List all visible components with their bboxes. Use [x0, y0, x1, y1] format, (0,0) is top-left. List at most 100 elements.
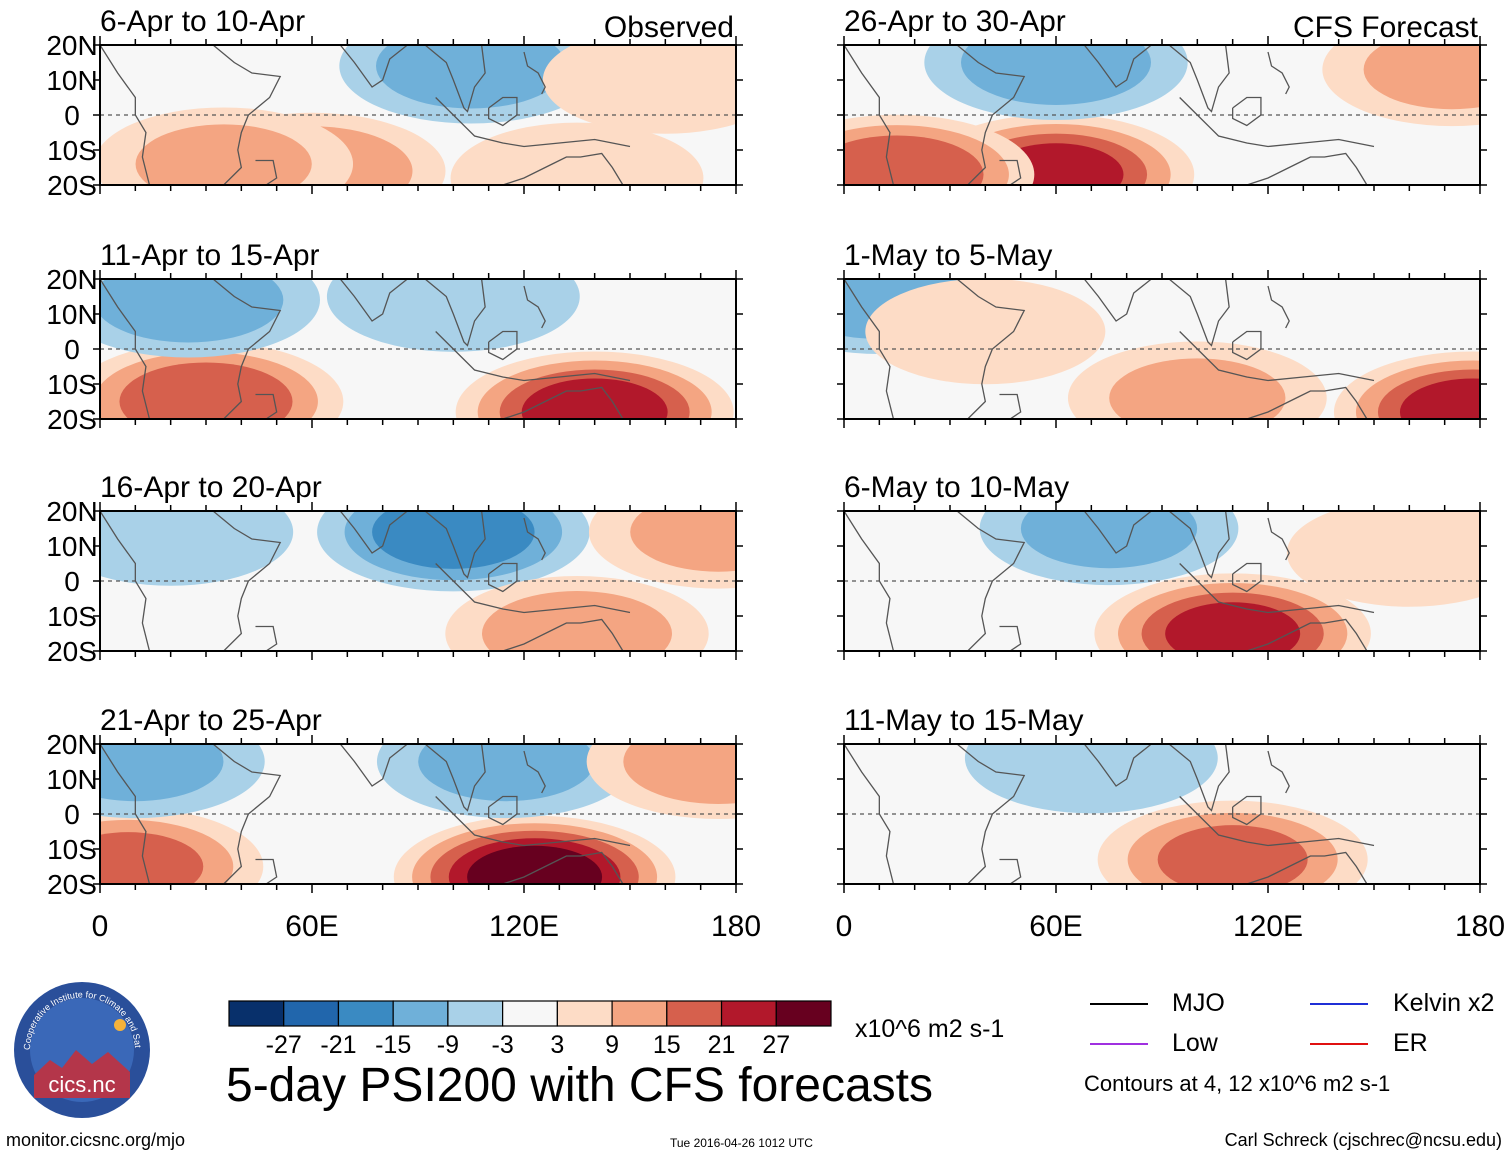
madagascar: [999, 858, 1022, 884]
indochina: [424, 45, 486, 113]
anomaly-blob: [1157, 825, 1308, 884]
philippines: [1267, 285, 1290, 329]
x-tick-label: 180: [1455, 910, 1505, 943]
maritime-continent: [435, 97, 631, 148]
anomaly-field: [844, 279, 1480, 419]
africa-east-coast: [212, 279, 282, 419]
panel-date-label: 16-Apr to 20-Apr: [100, 471, 322, 504]
maritime-continent: [435, 331, 631, 382]
anomaly-blob: [376, 45, 566, 109]
philippines: [1267, 750, 1290, 794]
legend-er-label: ER: [1393, 1029, 1428, 1057]
colorbar-swatch: [228, 1000, 285, 1027]
anomaly-blob: [521, 378, 668, 419]
maritime-continent: [1179, 331, 1375, 382]
madagascar: [255, 625, 278, 651]
anomaly-blob: [1020, 511, 1198, 569]
legend-kelvin-label: Kelvin x2: [1393, 989, 1495, 1017]
india: [1083, 45, 1152, 88]
y-tick-label: 10S: [47, 369, 97, 400]
anomaly-blob: [372, 511, 535, 569]
africa-east-coast: [956, 511, 1026, 651]
colorbar-swatch: [502, 1000, 558, 1027]
australia: [502, 618, 624, 651]
coastlines: [100, 45, 631, 185]
indochina: [1168, 511, 1230, 579]
footer-author: Carl Schreck (cjschrec@ncsu.edu): [1224, 1130, 1502, 1150]
australia: [1246, 851, 1368, 884]
anomaly-blob: [630, 511, 736, 572]
anomaly-blob: [100, 279, 284, 343]
panel-8: 11-May to 15-May 0 60E 120E 180: [836, 704, 1505, 943]
y-tick-label: 10N: [46, 299, 97, 330]
legend-contour-note: Contours at 4, 12 x10^6 m2 s-1: [1084, 1071, 1391, 1096]
anomaly-blob: [119, 362, 293, 419]
colorbar-swatch: [337, 1000, 394, 1027]
colorbar-swatch: [775, 1000, 832, 1027]
legend-kelvin-line: [1310, 1003, 1368, 1005]
panel-date-label: 6-May to 10-May: [844, 471, 1069, 504]
colorbar-label: -9: [437, 1031, 459, 1059]
panel-date-label: 1-May to 5-May: [844, 239, 1052, 272]
africa-east-coast: [212, 511, 282, 651]
anomaly-blob: [326, 279, 580, 352]
maritime-continent: [435, 563, 631, 614]
philippines: [523, 51, 546, 95]
y-tick-label: 20S: [47, 170, 97, 201]
anomaly-field: [979, 511, 1480, 651]
x-tick-label: 180: [711, 910, 761, 943]
figure-title: 5-day PSI200 with CFS forecasts: [226, 1059, 933, 1112]
anomaly-blob: [450, 122, 704, 185]
y-tick-label: 20N: [46, 496, 97, 527]
colorbar: -27 -21 -15 -9 -3 3 9 15 21 27: [228, 1000, 832, 1059]
africa-east-coast: [212, 45, 282, 185]
colorbar-swatch: [447, 1000, 504, 1027]
y-tick-label: 10S: [47, 601, 97, 632]
footer-url[interactable]: monitor.cicsnc.org/mjo: [6, 1130, 186, 1150]
maritime-continent: [1179, 563, 1375, 614]
legend: MJO Kelvin x2 Low ER Contours at 4, 12 x…: [1080, 985, 1500, 1100]
africa-east-coast: [212, 744, 282, 884]
panel-date-label: 21-Apr to 25-Apr: [100, 704, 322, 737]
anomaly-field: [964, 744, 1368, 884]
y-tick-label: 20N: [46, 264, 97, 295]
anomaly-blob: [100, 832, 204, 884]
panel-3: 20N 10N 0 10S 20S 16-Apr to 20-Apr: [46, 471, 743, 667]
y-tick-label: 20N: [46, 30, 97, 61]
panel-4: 20N 10N 0 10S 20S 21-Apr to 25-Apr 0 60E 120E 180: [46, 704, 761, 943]
anomaly-blob: [100, 511, 294, 586]
legend-low-label: Low: [1172, 1029, 1218, 1057]
legend-mjo-label: MJO: [1172, 989, 1225, 1017]
coastlines: [100, 279, 631, 419]
philippines: [523, 517, 546, 561]
colorbar-swatch: [720, 1000, 777, 1027]
philippines: [523, 285, 546, 329]
colorbar-label: -3: [492, 1031, 514, 1059]
anomaly-blob: [1286, 511, 1480, 607]
y-tick-label: 20N: [46, 729, 97, 760]
colorbar-label: 9: [605, 1031, 619, 1059]
y-tick-label: 10N: [46, 531, 97, 562]
madagascar: [999, 625, 1022, 651]
anomaly-blob: [1399, 378, 1480, 419]
australia: [1246, 386, 1368, 419]
anomaly-blob: [418, 744, 595, 802]
panel-date-label: 11-Apr to 15-Apr: [100, 239, 320, 272]
anomaly-blob: [467, 845, 603, 884]
cicsnc-logo: Cooperative Institute for Climate and Sa…: [10, 980, 150, 1118]
anomaly-field: [100, 511, 736, 651]
colorbar-label: 21: [708, 1031, 736, 1059]
anomaly-blob: [1109, 358, 1286, 419]
colorbar-swatch: [556, 1000, 613, 1027]
colorbar-label: 3: [550, 1031, 564, 1059]
y-tick-label: 20S: [47, 869, 97, 900]
anomaly-blob: [100, 744, 224, 802]
panel-7: 6-May to 10-May: [837, 471, 1487, 660]
footer-timestamp: Tue 2016-04-26 1012 UTC: [670, 1136, 813, 1150]
panel-date-label: 26-Apr to 30-Apr: [844, 5, 1066, 38]
colorbar-label: 27: [762, 1031, 790, 1059]
anomaly-field: [100, 744, 736, 884]
india: [339, 744, 408, 787]
